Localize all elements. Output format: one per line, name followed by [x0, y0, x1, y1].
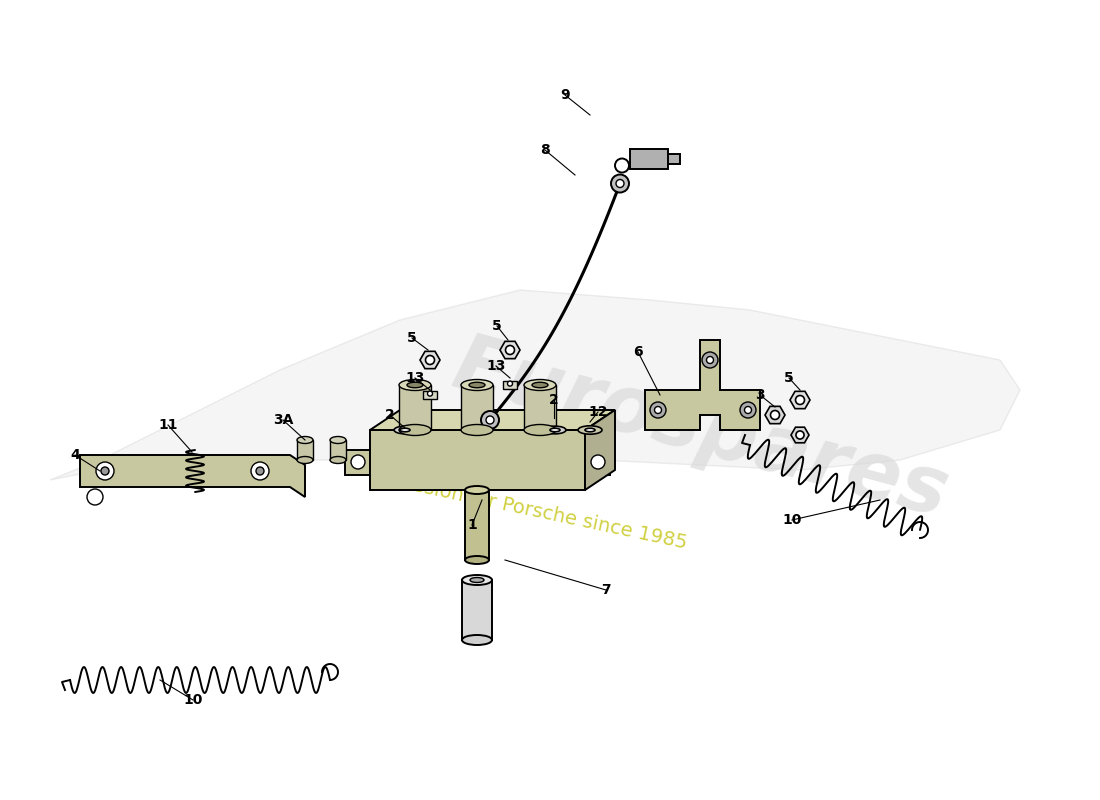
Text: 2: 2 — [385, 408, 395, 422]
Circle shape — [706, 357, 714, 363]
Ellipse shape — [297, 457, 313, 463]
Text: 9: 9 — [560, 88, 570, 102]
Ellipse shape — [465, 486, 490, 494]
Text: 13: 13 — [486, 359, 506, 373]
Circle shape — [507, 381, 513, 386]
Text: 12: 12 — [588, 405, 607, 419]
Circle shape — [101, 467, 109, 475]
Ellipse shape — [465, 556, 490, 564]
Circle shape — [795, 395, 804, 405]
Text: 7: 7 — [602, 583, 610, 597]
Circle shape — [702, 352, 718, 368]
Text: 13: 13 — [405, 371, 425, 385]
Ellipse shape — [297, 437, 313, 443]
Text: 2: 2 — [549, 393, 559, 407]
Text: 3: 3 — [756, 388, 764, 402]
Text: 11: 11 — [158, 418, 178, 432]
Circle shape — [745, 406, 751, 414]
Ellipse shape — [399, 379, 431, 390]
Polygon shape — [370, 430, 585, 490]
Ellipse shape — [469, 382, 485, 388]
Text: 6: 6 — [634, 345, 642, 359]
Circle shape — [96, 462, 114, 480]
Circle shape — [256, 467, 264, 475]
Circle shape — [654, 406, 661, 414]
Circle shape — [796, 431, 804, 439]
Bar — [461, 385, 493, 430]
Ellipse shape — [330, 457, 346, 463]
Ellipse shape — [550, 428, 560, 432]
Ellipse shape — [585, 428, 595, 432]
Ellipse shape — [330, 437, 346, 443]
Text: Eurospares: Eurospares — [444, 326, 956, 534]
Circle shape — [428, 391, 432, 396]
Ellipse shape — [470, 578, 484, 582]
Polygon shape — [790, 391, 810, 409]
Ellipse shape — [462, 635, 492, 645]
Polygon shape — [500, 342, 520, 358]
Bar — [668, 154, 680, 163]
Polygon shape — [370, 410, 615, 430]
Ellipse shape — [407, 382, 424, 388]
Circle shape — [426, 355, 434, 365]
Text: 4: 4 — [70, 448, 80, 462]
Polygon shape — [80, 455, 305, 497]
Ellipse shape — [524, 379, 556, 390]
Bar — [345, 450, 370, 475]
Bar — [503, 381, 517, 389]
Ellipse shape — [462, 575, 492, 585]
Text: 8: 8 — [540, 143, 550, 157]
Text: 5: 5 — [492, 319, 502, 333]
Circle shape — [87, 489, 103, 505]
Ellipse shape — [399, 425, 431, 435]
Ellipse shape — [532, 382, 548, 388]
Ellipse shape — [400, 428, 410, 432]
Text: 10: 10 — [184, 693, 202, 707]
Text: 5: 5 — [784, 371, 794, 385]
Circle shape — [506, 346, 515, 354]
Bar — [462, 580, 492, 640]
Bar — [399, 385, 431, 430]
Polygon shape — [791, 427, 808, 442]
Circle shape — [650, 402, 666, 418]
Bar — [585, 450, 611, 475]
Bar — [630, 149, 668, 169]
Polygon shape — [585, 410, 615, 490]
Polygon shape — [764, 406, 785, 424]
Text: 3A: 3A — [273, 413, 294, 427]
Bar — [424, 391, 437, 399]
Polygon shape — [420, 351, 440, 369]
Text: 5: 5 — [407, 331, 417, 345]
Ellipse shape — [524, 425, 556, 435]
Text: 1: 1 — [468, 518, 477, 532]
Text: a passion for Porsche since 1985: a passion for Porsche since 1985 — [371, 467, 689, 553]
Bar — [465, 490, 490, 560]
Circle shape — [486, 416, 494, 424]
Circle shape — [610, 174, 629, 193]
Circle shape — [770, 410, 780, 419]
Circle shape — [481, 411, 499, 429]
Circle shape — [351, 455, 365, 469]
Text: 10: 10 — [782, 513, 802, 527]
Ellipse shape — [544, 426, 566, 434]
Polygon shape — [645, 340, 760, 430]
Circle shape — [591, 455, 605, 469]
Bar — [297, 440, 313, 460]
Polygon shape — [50, 290, 1020, 480]
Ellipse shape — [461, 379, 493, 390]
Ellipse shape — [461, 425, 493, 435]
Ellipse shape — [578, 426, 602, 434]
Bar — [330, 440, 346, 460]
Bar — [524, 385, 556, 430]
Circle shape — [740, 402, 756, 418]
Ellipse shape — [394, 426, 416, 434]
Circle shape — [251, 462, 270, 480]
Circle shape — [616, 179, 624, 187]
